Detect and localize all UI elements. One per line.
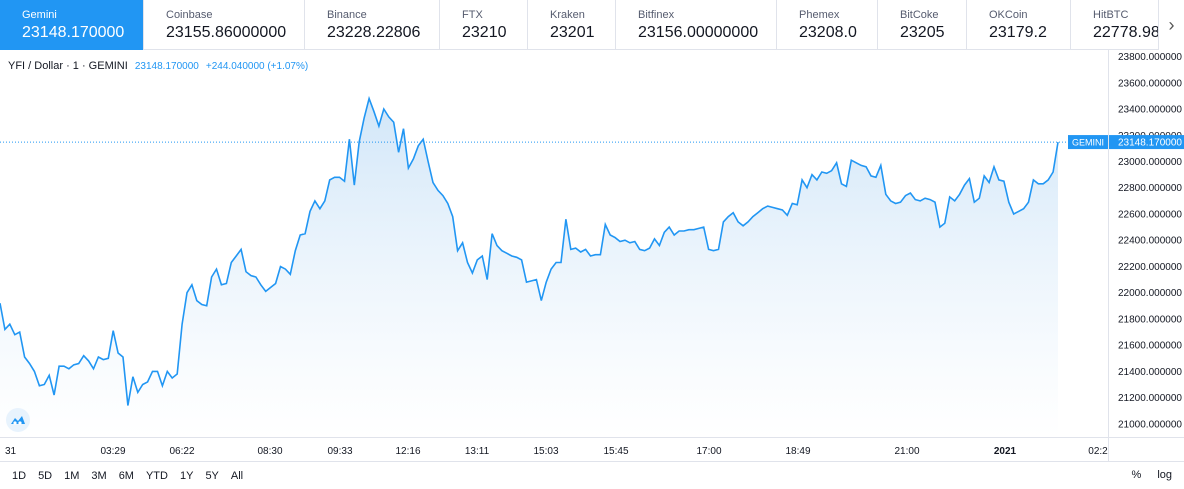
timeframe-5d[interactable]: 5D: [38, 469, 53, 482]
exchange-tab-ftx[interactable]: FTX 23210: [440, 0, 528, 50]
price-chart[interactable]: 21000.000000 21200.000000 21400.000000 2160…: [0, 50, 1184, 461]
exchange-tab-phemex[interactable]: Phemex 23208.0: [777, 0, 878, 50]
x-tick-label: 08:30: [257, 446, 282, 457]
value-badge-label: 23148.170000: [1118, 138, 1182, 149]
timeframe-1d[interactable]: 1D: [12, 469, 27, 482]
exchange-badge: [1068, 135, 1108, 150]
x-tick-label: 02:2: [1088, 446, 1108, 457]
log-scale-toggle[interactable]: log: [1157, 469, 1172, 481]
exchange-name: FTX: [462, 9, 483, 21]
x-tick-label: 15:45: [603, 446, 628, 457]
exchange-price: 23205: [900, 24, 945, 41]
exchange-price: 23208.0: [799, 24, 857, 41]
y-tick-label: 21600.000000: [1118, 341, 1182, 352]
exchange-badge-label: GEMINI: [1072, 138, 1104, 148]
x-tick-label: 31: [5, 446, 17, 457]
exchange-name: Phemex: [799, 9, 840, 21]
y-tick-label: 23600.000000: [1118, 78, 1182, 89]
x-tick-label: 13:11: [465, 446, 490, 457]
y-tick-label: 23000.000000: [1118, 157, 1182, 168]
exchange-tab-kraken[interactable]: Kraken 23201: [528, 0, 616, 50]
exchange-name: Coinbase: [166, 9, 213, 21]
x-tick-label: 12:16: [395, 446, 420, 457]
exchange-name: OKCoin: [989, 9, 1028, 21]
y-tick-label: 22200.000000: [1118, 262, 1182, 273]
x-tick-label: 21:00: [894, 446, 919, 457]
timeframe-1m[interactable]: 1M: [64, 469, 80, 482]
timeframe-6m[interactable]: 6M: [118, 469, 134, 482]
y-tick-label: 23400.000000: [1118, 105, 1182, 116]
exchange-name: Bitfinex: [638, 9, 675, 21]
chart-legend: YFI / Dollar · 1 · GEMINI 23148.170000 +…: [8, 60, 308, 72]
scroll-right-button[interactable]: ›: [1158, 0, 1184, 50]
percent-scale-toggle[interactable]: %: [1131, 469, 1142, 481]
y-tick-label: 22400.000000: [1118, 236, 1182, 247]
scale-options: % log: [1132, 469, 1172, 481]
exchange-name: HitBTC: [1093, 9, 1129, 21]
exchange-price: 23148.170000: [22, 24, 125, 41]
exchange-name: Kraken: [550, 9, 585, 21]
tradingview-logo-icon[interactable]: [6, 408, 30, 432]
x-tick-label: 09:33: [327, 446, 352, 457]
exchange-price: 22778.98: [1093, 24, 1160, 41]
y-tick-label: 21800.000000: [1118, 314, 1182, 325]
exchange-tab-bitfinex[interactable]: Bitfinex 23156.00000000: [616, 0, 777, 50]
y-tick-label: 21000.000000: [1118, 419, 1182, 430]
x-tick-label: 17:00: [696, 446, 721, 457]
exchange-name: Binance: [327, 9, 367, 21]
timeframe-bar: 1D 5D 1M 3M 6M YTD 1Y 5Y All % log: [0, 461, 1184, 489]
x-tick-label: 03:29: [100, 446, 125, 457]
exchange-tab-coinbase[interactable]: Coinbase 23155.86000000: [144, 0, 305, 50]
exchange-price: 23156.00000000: [638, 24, 759, 41]
y-tick-label: 22800.000000: [1118, 183, 1182, 194]
exchange-price: 23155.86000000: [166, 24, 287, 41]
timeframe-ytd[interactable]: YTD: [145, 469, 168, 482]
price-area-fill: [0, 98, 1058, 437]
timeframe-all[interactable]: All: [230, 469, 244, 482]
exchange-name: Gemini: [22, 9, 57, 21]
exchange-tab-gemini[interactable]: Gemini 23148.170000: [0, 0, 144, 50]
x-tick-label: 15:03: [533, 446, 558, 457]
price-change: +244.040000 (+1.07%): [205, 61, 309, 72]
last-price-badge: GEMINI 23148.170000: [1068, 135, 1184, 150]
exchange-price: 23210: [462, 24, 507, 41]
x-tick-label: 06:22: [169, 446, 194, 457]
exchange-tab-hitbtc[interactable]: HitBTC 22778.98: [1071, 0, 1161, 50]
value-badge: [1109, 135, 1184, 150]
timeframe-3m[interactable]: 3M: [91, 469, 107, 482]
last-price: 23148.170000: [134, 61, 199, 72]
y-tick-label: 21400.000000: [1118, 367, 1182, 378]
exchange-tab-okcoin[interactable]: OKCoin 23179.2: [967, 0, 1071, 50]
exchange-ticker-bar: Gemini 23148.170000 Coinbase 23155.86000000…: [0, 0, 1184, 50]
timeframe-1y[interactable]: 1Y: [179, 469, 194, 482]
exchange-price: 23201: [550, 24, 595, 41]
symbol-label: YFI / Dollar · 1 · GEMINI: [8, 60, 128, 72]
price-line: [0, 95, 1059, 406]
exchange-name: BitCoke: [900, 9, 939, 21]
exchange-price: 23179.2: [989, 24, 1047, 41]
y-tick-label: 22000.000000: [1118, 288, 1182, 299]
y-tick-label: 21200.000000: [1118, 393, 1182, 404]
exchange-tab-binance[interactable]: Binance 23228.22806: [305, 0, 440, 50]
x-tick-label: 18:49: [785, 446, 810, 457]
chevron-right-icon: ›: [1168, 14, 1175, 35]
y-tick-label: 22600.000000: [1118, 209, 1182, 220]
exchange-tab-bitcoke[interactable]: BitCoke 23205: [878, 0, 967, 50]
exchange-price: 23228.22806: [327, 24, 421, 41]
timeframe-5y[interactable]: 5Y: [205, 469, 219, 482]
x-tick-label: 2021: [994, 446, 1017, 457]
y-tick-label: 23800.000000: [1118, 52, 1182, 63]
